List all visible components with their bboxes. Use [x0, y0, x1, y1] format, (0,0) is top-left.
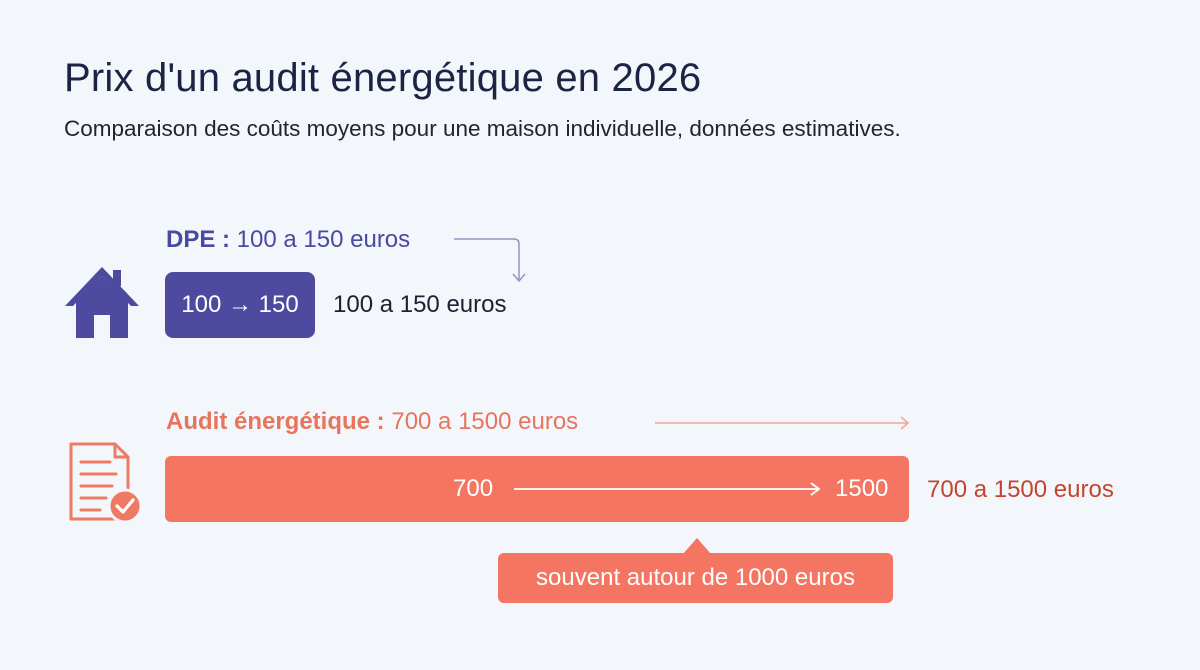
document-check-icon	[69, 442, 143, 524]
audit-label-arrowhead	[900, 416, 910, 430]
dpe-connector-arrow	[454, 238, 520, 280]
audit-range-text: 700 a 1500 euros	[927, 476, 1114, 503]
dpe-label-strong: DPE :	[166, 226, 231, 253]
typical-price-callout: souvent autour de 1000 euros	[498, 553, 893, 603]
audit-bar-min-label: 700	[453, 475, 494, 502]
house-icon	[65, 267, 139, 338]
chart-subtitle: Comparaison des coûts moyens pour une ma…	[64, 116, 901, 141]
dpe-range-bar: 100 → 150	[165, 272, 315, 338]
dpe-label-range: 100 a 150 euros	[230, 226, 411, 253]
audit-bar-arrowhead	[810, 482, 821, 496]
audit-label-range: 700 a 1500 euros	[384, 408, 579, 435]
callout-pointer	[683, 538, 711, 554]
dpe-range-text: 100 a 150 euros	[333, 291, 507, 318]
dpe-label: DPE : 100 a 150 euros	[166, 226, 410, 254]
audit-bar-max-label: 1500	[835, 475, 889, 502]
dpe-connector-arrowhead	[512, 273, 526, 283]
chart-title: Prix d'un audit énergétique en 2026	[64, 56, 702, 100]
audit-label: Audit énergétique : 700 a 1500 euros	[166, 408, 578, 436]
audit-label-strong: Audit énergétique :	[166, 408, 385, 435]
